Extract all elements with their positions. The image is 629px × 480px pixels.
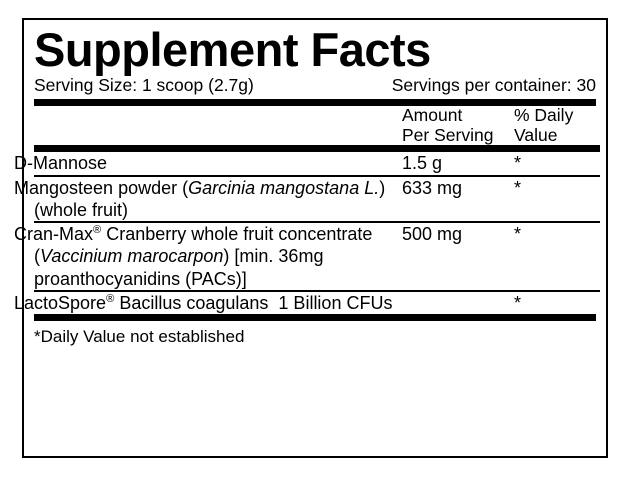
header-dv-line2: Value bbox=[514, 124, 558, 145]
ingredient-amount: 1 Billion CFUs bbox=[278, 293, 393, 314]
ingredient-name: Cran-Max® Cranberry whole fruit concentr… bbox=[14, 223, 402, 290]
table-row: LactoSpore® Bacillus coagulans 1 Billion… bbox=[14, 292, 600, 314]
ingredient-amount: 633 mg bbox=[402, 177, 463, 198]
ingredient-name-prefix: LactoSpore® Bacillus coagulans bbox=[14, 293, 269, 314]
supplement-facts-table: Amount Per Serving % Daily Value D-Manno… bbox=[14, 105, 600, 314]
header-amount-line2: Per Serving bbox=[402, 124, 494, 145]
table-row: Cran-Max® Cranberry whole fruit concentr… bbox=[14, 223, 600, 290]
header-dv-line1: % Daily bbox=[514, 105, 574, 125]
registered-trademark-icon: ® bbox=[106, 293, 115, 306]
registered-trademark-icon: ® bbox=[93, 224, 102, 237]
ingredient-latin-name: Vaccinium marocarpon bbox=[40, 246, 224, 267]
header-amount-per-serving: Amount Per Serving bbox=[402, 105, 514, 145]
rule-thin bbox=[34, 221, 600, 224]
ingredient-daily-value: * bbox=[514, 177, 522, 198]
ingredient-name-suffix: )(whole fruit) bbox=[34, 177, 386, 220]
ingredient-daily-value: * bbox=[514, 293, 522, 314]
serving-size-text: Serving Size: 1 scoop (2.7g) bbox=[34, 75, 254, 95]
ingredient-name-suffix: ) [min. 36mg proanthocyanidins (PACs)] bbox=[34, 246, 324, 289]
ingredient-name: LactoSpore® Bacillus coagulans 1 Billion… bbox=[14, 292, 514, 314]
panel-inner: Supplement Facts Serving Size: 1 scoop (… bbox=[14, 23, 606, 462]
rule-thin bbox=[34, 290, 600, 293]
servings-per-container-text: Servings per container: 30 bbox=[391, 75, 596, 95]
rule-thin bbox=[34, 174, 600, 177]
rule-row-thin-3 bbox=[34, 290, 600, 293]
rule-row-thin-2 bbox=[34, 221, 600, 224]
rule-row-thick-under-header bbox=[34, 145, 600, 153]
rule-row-thin-1 bbox=[34, 174, 600, 177]
ingredient-name: D-Mannose bbox=[14, 152, 402, 174]
ingredient-name-prefix: Mangosteen powder ( bbox=[14, 177, 189, 198]
ingredient-daily-value: * bbox=[514, 224, 522, 245]
header-spacer-cell bbox=[34, 106, 402, 145]
ingredient-name-prefix: D-Mannose bbox=[14, 153, 108, 174]
page-title: Supplement Facts bbox=[34, 23, 431, 76]
ingredient-daily-value: * bbox=[514, 153, 522, 174]
supplement-facts-panel: Supplement Facts Serving Size: 1 scoop (… bbox=[14, 18, 608, 458]
rule-cell bbox=[34, 174, 600, 177]
table-header-row: Amount Per Serving % Daily Value bbox=[34, 105, 600, 145]
serving-info-row: Serving Size: 1 scoop (2.7g) Servings pe… bbox=[34, 75, 596, 99]
ingredient-name-prefix: Cran-Max® Cranberry whole fruit concentr… bbox=[14, 224, 373, 267]
ingredient-name: Mangosteen powder (Garcinia mangostana L… bbox=[14, 177, 402, 222]
rule-cell bbox=[34, 145, 600, 153]
ingredient-amount: 500 mg bbox=[402, 224, 463, 245]
table-row: D-Mannose 1.5 g * bbox=[14, 152, 600, 174]
table-row: Mangosteen powder (Garcinia mangostana L… bbox=[14, 177, 600, 222]
rule-thick-under-header bbox=[34, 145, 600, 153]
rule-thick-top bbox=[34, 99, 596, 106]
rule-thick-bottom bbox=[34, 314, 596, 322]
footnote-text: *Daily Value not established bbox=[34, 327, 245, 347]
rule-cell bbox=[34, 290, 600, 293]
ingredient-amount: 1.5 g bbox=[402, 153, 443, 174]
ingredient-latin-name: Garcinia mangostana L. bbox=[188, 177, 380, 198]
header-daily-value: % Daily Value bbox=[514, 105, 600, 145]
header-amount-line1: Amount bbox=[402, 105, 463, 125]
rule-cell bbox=[34, 221, 600, 224]
